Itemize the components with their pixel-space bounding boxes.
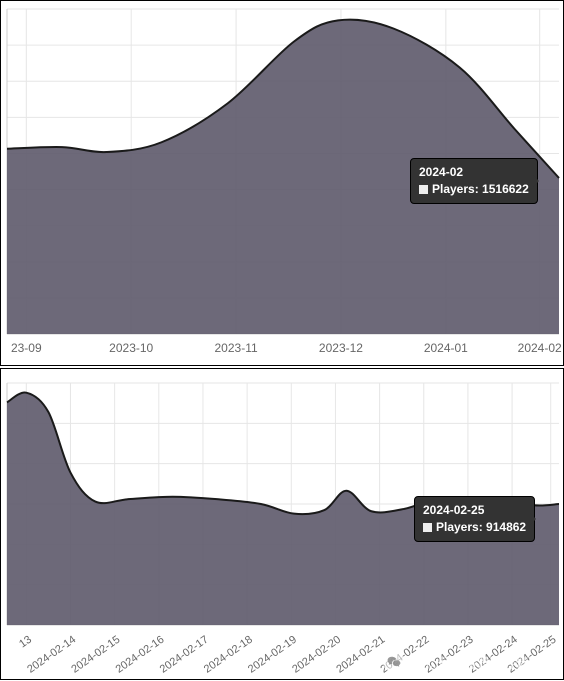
wechat-icon [383, 651, 405, 673]
x-axis-label: 2024-02-19 [246, 634, 299, 676]
x-axis-label: 2024-02-14 [25, 634, 78, 676]
watermark: 公众号 · 魔兽世界情报局 [383, 651, 555, 673]
x-axis-label: 2024-02-18 [202, 634, 255, 676]
daily-chart-panel: 132024-02-142024-02-152024-02-162024-02-… [0, 368, 564, 680]
x-axis-label: 23-09 [11, 341, 42, 355]
x-axis-label: 2024-02-15 [69, 634, 122, 676]
chart-svg: 23-09 2023-10 2023-11 2023-12 2024-01 2024-02 [1, 1, 564, 367]
x-axis-label: 2024-02 [518, 341, 562, 355]
watermark-name: 魔兽世界情报局 [464, 653, 555, 672]
x-axis-label: 2024-02-21 [334, 634, 387, 676]
x-axis-label: 2024-02-16 [114, 634, 167, 676]
monthly-chart-panel: 23-09 2023-10 2023-11 2023-12 2024-01 2024-02… [0, 0, 564, 366]
x-axis-label: 2024-02-17 [158, 634, 211, 676]
x-axis-label: 2024-01 [424, 341, 468, 355]
x-axis-label: 2024-02-20 [290, 634, 343, 676]
x-axis-label: 2023-10 [109, 341, 153, 355]
chart-svg: 132024-02-142024-02-152024-02-162024-02-… [1, 369, 564, 681]
x-axis-label: 2023-11 [215, 341, 258, 355]
watermark-prefix: 公众号 · [411, 653, 458, 672]
x-axis-label: 13 [17, 634, 34, 651]
x-axis-label: 2023-12 [319, 341, 363, 355]
